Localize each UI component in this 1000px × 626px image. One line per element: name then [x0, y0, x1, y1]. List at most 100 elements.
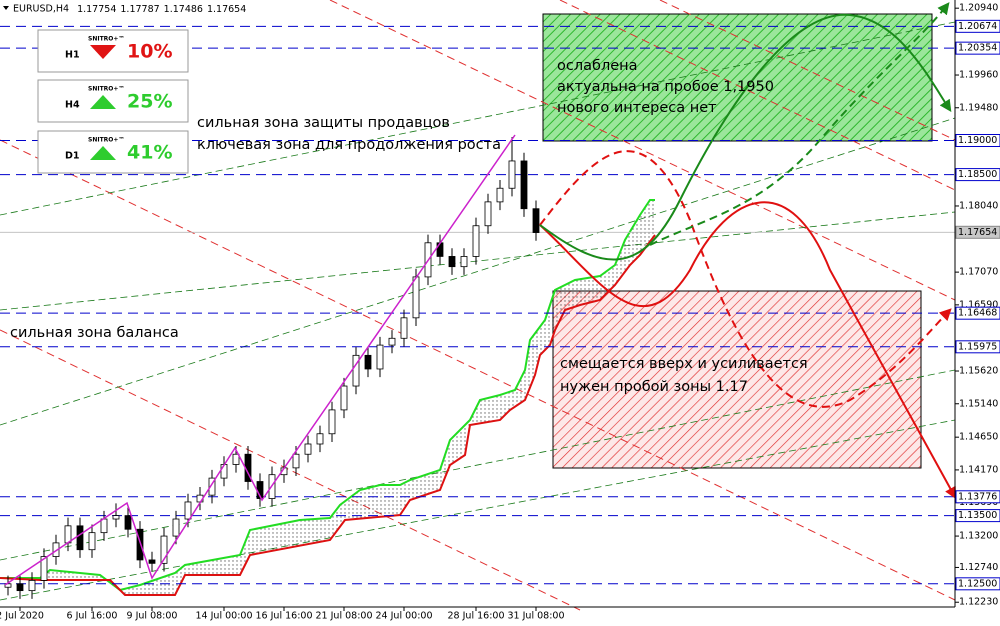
- x-tick-label: 24 Jul 00:00: [376, 611, 433, 622]
- level-label: 1.12500: [958, 578, 997, 589]
- candle-body: [184, 501, 192, 520]
- direction-arrow: [90, 45, 116, 59]
- level-label: 1.15975: [958, 341, 997, 352]
- level-label-box: [955, 168, 1000, 182]
- candle-body: [172, 518, 180, 537]
- candle-body: [64, 525, 72, 544]
- level-label: 1.20674: [958, 21, 997, 32]
- zigzag: [4, 134, 516, 586]
- indicator-line-red: [0, 234, 656, 596]
- candle-body: [520, 160, 528, 210]
- candle-body: [136, 528, 144, 561]
- y-tick-label: 1.15620: [959, 366, 998, 377]
- y-tick-label: 1.16590: [959, 299, 998, 310]
- annotation: ослаблена: [557, 58, 638, 74]
- candle-body: [292, 453, 300, 469]
- candle-body: [148, 559, 156, 564]
- annotation: нового интереса нет: [557, 100, 717, 116]
- timeframe: H1: [65, 50, 80, 61]
- x-tick-label: 2 Jul 2020: [0, 611, 44, 622]
- level-label-box: [955, 509, 1000, 523]
- indicator-name: SNITRO+™: [88, 137, 124, 144]
- level-label: 1.19000: [958, 135, 997, 146]
- candle-body: [460, 256, 468, 268]
- red-zone: [552, 290, 922, 469]
- y-tick-label: 1.19960: [959, 70, 998, 81]
- candle-body: [88, 532, 96, 551]
- candle-body: [412, 276, 420, 319]
- direction-arrow: [90, 95, 116, 109]
- current-price-box: [955, 225, 1000, 239]
- indicator-line-green: [0, 199, 655, 592]
- level-label-box: [955, 41, 1000, 55]
- level-label: 1.20354: [958, 43, 997, 54]
- candle-body: [160, 535, 168, 564]
- level-label-box: [955, 490, 1000, 504]
- candle-body: [484, 201, 492, 227]
- level-label: 1.16468: [958, 308, 997, 319]
- indicator-name: SNITRO+™: [88, 36, 124, 43]
- candle-body: [364, 354, 372, 370]
- annotation: смещается вверх и усиливается: [560, 356, 808, 372]
- candle-body: [52, 542, 60, 557]
- candle-body: [508, 160, 516, 189]
- cloud: [0, 200, 655, 595]
- indicator-value: 41%: [127, 142, 172, 164]
- timeframe: H4: [65, 100, 80, 111]
- candle-body: [532, 208, 540, 233]
- x-tick-label: 14 Jul 00:00: [196, 611, 253, 622]
- candle-body: [448, 256, 456, 268]
- candle-body: [28, 580, 36, 592]
- candle-body: [232, 453, 240, 465]
- candle-body: [124, 515, 132, 530]
- annotation: ключевая зона для продолжения роста: [197, 137, 501, 153]
- red-trend-lines: [0, 0, 956, 611]
- annotation: сильная зона баланса: [10, 325, 179, 341]
- level-label-box: [955, 340, 1000, 354]
- timeframe: D1: [65, 151, 80, 162]
- level-label: 1.13776: [958, 491, 997, 502]
- candle-body: [304, 443, 312, 455]
- candle-body: [76, 525, 84, 551]
- candle-body: [16, 583, 24, 592]
- x-tick-label: 9 Jul 08:00: [127, 611, 178, 622]
- menu-arrow: [3, 6, 9, 10]
- y-tick-label: 1.12230: [959, 597, 998, 608]
- candle-body: [472, 225, 480, 257]
- y-tick-label: 1.13200: [959, 531, 998, 542]
- candle-body: [400, 317, 408, 339]
- symbol-title: EURUSD,H4 1.17754 1.17787 1.17486 1.17654: [13, 4, 246, 15]
- candle-body: [40, 556, 48, 581]
- forecast: [4, 2, 957, 586]
- x-tick-label: 21 Jul 08:00: [316, 611, 373, 622]
- annotation: актуальна на пробое 1,1950: [557, 79, 774, 95]
- green-trend-lines: [0, 21, 956, 601]
- drawings: [0, 0, 956, 611]
- candle-body: [328, 409, 336, 435]
- level-label: 1.18500: [958, 169, 997, 180]
- y-tick-label: 1.15140: [959, 398, 998, 409]
- y-tick-label: 1.17070: [959, 267, 998, 278]
- x-tick-label: 16 Jul 16:00: [256, 611, 313, 622]
- green-forecast-dashed: [649, 2, 950, 246]
- candle-body: [376, 344, 384, 370]
- y-tick-label: 1.14170: [959, 464, 998, 475]
- quote-value: 1.17787: [120, 4, 159, 15]
- indicator-value: 10%: [127, 41, 172, 63]
- y-tick-label: 1.12740: [959, 562, 998, 573]
- candle-body: [436, 242, 444, 257]
- candle-body: [112, 515, 120, 520]
- candle-body: [388, 337, 396, 346]
- candle-body: [208, 477, 216, 496]
- direction-arrow: [90, 146, 116, 160]
- y-tick-label: 1.18040: [959, 200, 998, 211]
- annotation: нужен пробой зоны 1.17: [560, 379, 748, 395]
- indicator-name: SNITRO+™: [88, 86, 124, 93]
- indicator-panel: [37, 130, 189, 174]
- candle-body: [100, 518, 108, 534]
- indicator-value: 25%: [127, 91, 172, 113]
- current-price-label: 1.17654: [958, 227, 997, 238]
- y-tick-label: 1.14650: [959, 432, 998, 443]
- level-label: 1.13500: [958, 510, 997, 521]
